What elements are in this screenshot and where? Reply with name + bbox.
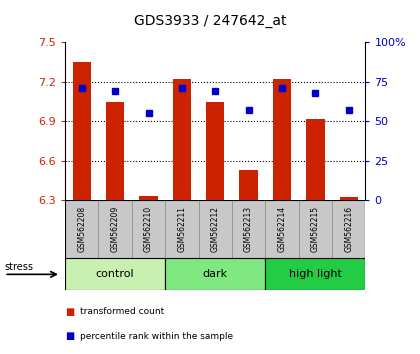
Bar: [232, 200, 265, 258]
Text: GSM562212: GSM562212: [211, 206, 220, 252]
Text: GSM562211: GSM562211: [177, 206, 186, 252]
Bar: [65, 258, 165, 290]
Text: GSM562215: GSM562215: [311, 206, 320, 252]
Text: percentile rank within the sample: percentile rank within the sample: [80, 332, 233, 341]
Bar: [106, 102, 124, 200]
Bar: [265, 258, 365, 290]
Bar: [65, 200, 98, 258]
Text: GDS3933 / 247642_at: GDS3933 / 247642_at: [134, 14, 286, 28]
Bar: [173, 79, 191, 200]
Text: dark: dark: [203, 269, 228, 279]
Text: ■: ■: [65, 307, 74, 316]
Bar: [265, 200, 299, 258]
Text: GSM562208: GSM562208: [77, 206, 86, 252]
Bar: [239, 170, 258, 200]
Text: GSM562216: GSM562216: [344, 206, 353, 252]
Bar: [73, 62, 91, 200]
Bar: [199, 200, 232, 258]
Bar: [98, 200, 132, 258]
Text: ■: ■: [65, 331, 74, 341]
Bar: [339, 198, 358, 200]
Text: stress: stress: [4, 262, 33, 272]
Bar: [206, 102, 224, 200]
Text: GSM562209: GSM562209: [110, 206, 120, 252]
Text: transformed count: transformed count: [80, 307, 164, 316]
Text: GSM562213: GSM562213: [244, 206, 253, 252]
Bar: [299, 200, 332, 258]
Bar: [139, 196, 158, 200]
Bar: [132, 200, 165, 258]
Text: GSM562214: GSM562214: [278, 206, 286, 252]
Bar: [165, 258, 265, 290]
Bar: [165, 200, 199, 258]
Bar: [273, 79, 291, 200]
Text: control: control: [96, 269, 134, 279]
Bar: [306, 119, 325, 200]
Text: high light: high light: [289, 269, 342, 279]
Bar: [332, 200, 365, 258]
Text: GSM562210: GSM562210: [144, 206, 153, 252]
